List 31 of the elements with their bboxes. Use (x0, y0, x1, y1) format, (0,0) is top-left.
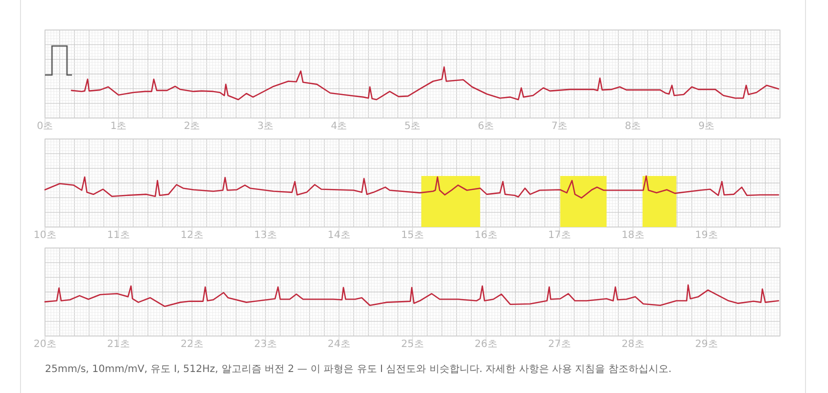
x-tick-label: 17초 (548, 230, 571, 241)
x-tick-label: 11초 (107, 230, 130, 241)
x-tick-label: 24초 (328, 339, 350, 350)
x-tick-label: 27초 (548, 339, 571, 350)
x-tick-label: 29초 (695, 339, 718, 350)
x-tick-label: 3초 (257, 121, 274, 132)
x-tick-label: 12초 (180, 230, 204, 241)
x-tick-label: 16초 (474, 230, 498, 241)
x-tick-label: 19초 (695, 230, 718, 241)
x-tick-label: 8초 (624, 121, 642, 132)
x-tick-label: 28초 (622, 339, 644, 350)
x-tick-label: 5초 (404, 121, 421, 132)
text: 25mm/s, 10mm/mV, 유도 I, 512Hz, 알고리즘 버전 2 — 이 파형은 유도 I 심전도와 비슷합니다. 자세한 사항은 사용 지침을 참조하십시오. (45, 364, 672, 375)
x-tick-label: 18초 (622, 230, 644, 241)
x-tick-label: 21초 (107, 339, 130, 350)
x-tick-label: 14초 (328, 230, 350, 241)
x-tick-label: 25초 (401, 339, 424, 350)
x-tick-label: 1초 (110, 121, 127, 132)
x-tick-label: 2초 (184, 121, 200, 132)
x-tick-label: 6초 (478, 121, 494, 132)
x-tick-label: 0초 (36, 121, 54, 132)
x-tick-label: 20초 (34, 339, 56, 350)
x-tick-label: 7초 (551, 121, 568, 132)
x-tick-label: 13초 (254, 230, 277, 241)
x-tick-label: 10초 (34, 230, 56, 241)
x-tick-label: 15초 (401, 230, 424, 241)
x-tick-label: 4초 (330, 121, 348, 132)
x-tick-label: 22초 (180, 339, 204, 350)
x-tick-label: 23초 (254, 339, 277, 350)
x-tick-label: 26초 (474, 339, 498, 350)
x-tick-label: 9초 (698, 121, 715, 132)
